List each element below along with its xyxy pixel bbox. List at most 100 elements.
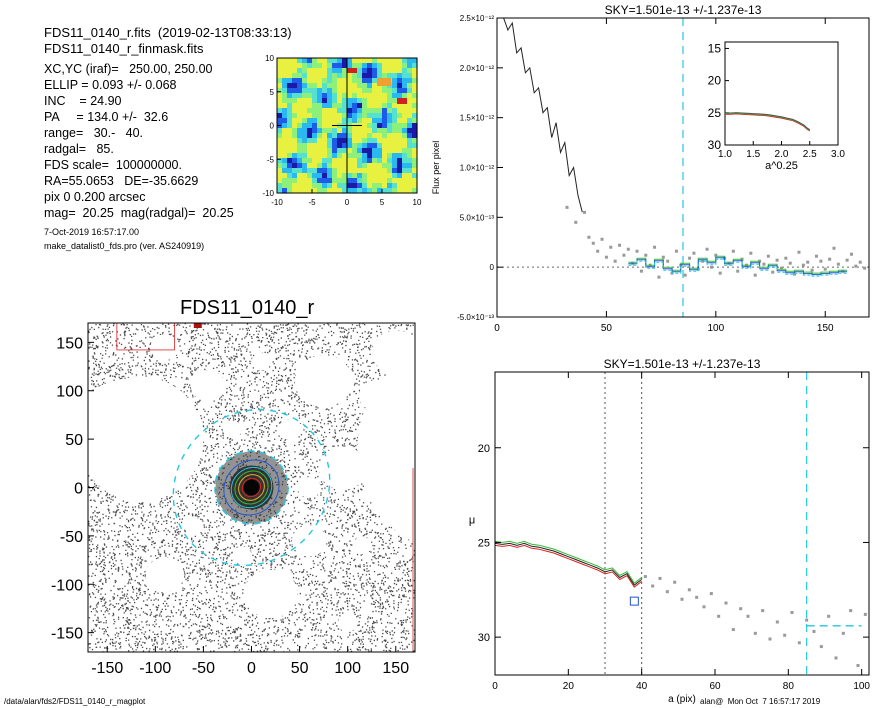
image-title: FDS11_0140_r: [180, 297, 315, 319]
heatmap-cell: [327, 113, 333, 119]
heatmap-cell: [297, 113, 303, 119]
chart-title: SKY=1.501e-13 +/-1.237e-13: [605, 3, 762, 17]
heatmap-cell: [342, 153, 348, 159]
heatmap-cell: [412, 133, 418, 139]
mask-region: [297, 477, 321, 498]
heatmap-cell: [327, 118, 333, 124]
heatmap-cell: [292, 133, 298, 139]
heatmap-cell: [332, 98, 338, 104]
scatter-point: [775, 620, 779, 624]
heatmap-cell: [347, 153, 353, 159]
heatmap-cell: [342, 163, 348, 169]
heatmap-cell: [327, 153, 333, 159]
heatmap-cell: [317, 188, 323, 194]
heatmap-cell: [297, 158, 303, 164]
mask-region: [291, 525, 327, 557]
heatmap-cell: [347, 188, 353, 194]
heatmap-cell: [357, 73, 363, 79]
heatmap-cell: [377, 188, 383, 194]
scatter-point: [856, 664, 860, 668]
scatter-point: [705, 247, 709, 251]
heatmap-cell: [322, 63, 328, 69]
heatmap-cell: [322, 88, 328, 94]
heatmap-cell: [407, 113, 413, 119]
scatter-point: [591, 241, 595, 245]
heatmap-cell: [342, 73, 348, 79]
heatmap-cell: [412, 63, 418, 69]
heatmap-cell: [292, 183, 298, 189]
heatmap-cell: [282, 123, 288, 129]
heatmap-cell: [332, 83, 338, 89]
heatmap-cell: [352, 148, 358, 154]
y-axis-label: μ: [469, 515, 475, 527]
heatmap-cell: [382, 118, 388, 124]
heatmap-cell: [337, 108, 343, 114]
heatmap-cell: [372, 68, 378, 74]
heatmap-cell: [412, 183, 418, 189]
heatmap-cell: [392, 68, 398, 74]
heatmap-cell: [282, 188, 288, 194]
heatmap-cell: [277, 158, 283, 164]
heatmap-cell: [287, 158, 293, 164]
heatmap-cell: [407, 168, 413, 174]
scatter-point: [609, 245, 613, 249]
heatmap-cell: [307, 113, 313, 119]
heatmap-cell: [322, 148, 328, 154]
heatmap-cell: [352, 138, 358, 144]
heatmap-cell: [322, 98, 328, 104]
heatmap-cell: [307, 58, 313, 64]
heatmap-cell: [337, 118, 343, 124]
heatmap-cell: [327, 143, 333, 149]
heatmap-cell: [327, 123, 333, 129]
scatter-point: [849, 609, 853, 613]
heatmap-cell: [312, 98, 318, 104]
y-tick-label: -5: [267, 155, 275, 164]
scatter-point: [583, 210, 587, 214]
heatmap-cell: [357, 138, 363, 144]
heatmap-cell: [397, 183, 403, 189]
heatmap-cell: [282, 128, 288, 134]
heatmap-cell: [367, 58, 373, 64]
heatmap-cell: [327, 148, 333, 154]
heatmap-cell: [397, 128, 403, 134]
heatmap-cell: [282, 148, 288, 154]
heatmap-cell: [292, 93, 298, 99]
y-tick-label: 10: [265, 54, 274, 63]
x-tick-label: 0: [492, 681, 498, 692]
heatmap-cell: [312, 143, 318, 149]
heatmap-cell: [342, 133, 348, 139]
heatmap-cell: [292, 103, 298, 109]
heatmap-cell: [402, 148, 408, 154]
heatmap-cell: [412, 123, 418, 129]
heatmap-cell: [367, 113, 373, 119]
heatmap-cell: [412, 113, 418, 119]
heatmap-cell: [372, 138, 378, 144]
heatmap-cell: [392, 113, 398, 119]
marker-box: [629, 596, 639, 606]
heatmap-cell: [382, 113, 388, 119]
heatmap-cell: [317, 58, 323, 64]
date-line: 7-Oct-2019 16:57:17.00: [44, 227, 140, 237]
heatmap-cell: [407, 73, 413, 79]
heatmap-cell: [312, 108, 318, 114]
heatmap-cell: [287, 73, 293, 79]
heatmap-cell: [282, 73, 288, 79]
heatmap-cell: [337, 188, 343, 194]
heatmap-cell: [307, 183, 313, 189]
heatmap-cell: [302, 158, 308, 164]
scatter-point: [788, 261, 792, 265]
header-mask-file: FDS11_0140_r_finmask.fits: [44, 41, 204, 56]
heatmap-cell: [312, 73, 318, 79]
heatmap-cell: [397, 153, 403, 159]
heatmap-cell: [412, 143, 418, 149]
heatmap-cell: [277, 143, 283, 149]
heatmap-cell: [402, 58, 408, 64]
heatmap-cell: [277, 78, 283, 84]
heatmap-cell: [302, 58, 308, 64]
heatmap-cell: [287, 88, 293, 94]
heatmap-cell: [342, 138, 348, 144]
heatmap-cell: [367, 128, 373, 134]
heatmap-cell: [387, 178, 393, 184]
heatmap-cell: [302, 163, 308, 169]
heatmap-cell: [332, 188, 338, 194]
